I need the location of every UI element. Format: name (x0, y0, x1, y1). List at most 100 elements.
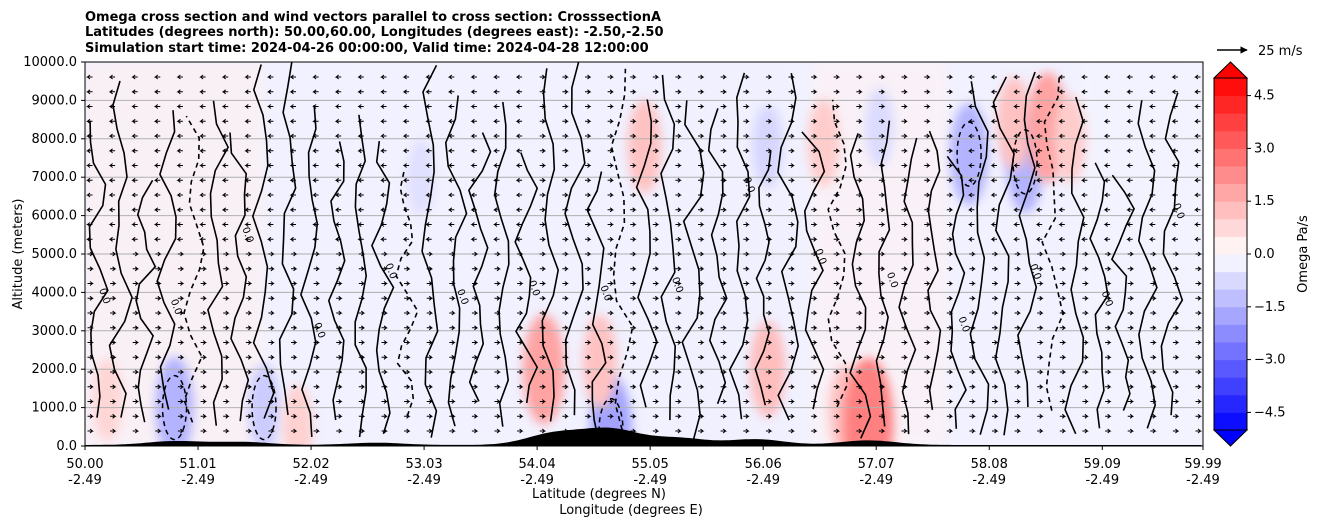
wind-vector (585, 163, 592, 168)
wind-vector (878, 207, 886, 213)
wind-vector (291, 413, 298, 419)
wind-vector (1014, 428, 1022, 434)
wind-vector (1013, 222, 1020, 227)
wind-vector (131, 207, 138, 213)
y-tick-label-10: 10000.0 (23, 55, 77, 70)
wind-vector (585, 354, 592, 360)
wind-vector (788, 89, 795, 95)
wind-vector (675, 222, 682, 227)
x-tick-lat-label-2: 52.02 (292, 457, 329, 472)
wind-vector (358, 354, 366, 360)
wind-vector (1105, 310, 1112, 316)
wind-vector (698, 399, 705, 404)
wind-vector (289, 236, 296, 242)
colorbar-band-11 (1214, 218, 1247, 237)
wind-vector (426, 384, 434, 390)
x-tick-lat-label-9: 59.09 (1084, 457, 1121, 472)
wind-vector (425, 89, 432, 95)
wind-vector (856, 207, 863, 213)
wind-vector (856, 354, 863, 360)
wind-vector (539, 118, 547, 124)
wind-vector (924, 413, 931, 419)
title-line-2: Latitudes (degrees north): 50.00,60.00, … (85, 25, 664, 40)
wind-vector (380, 163, 387, 168)
contour-label-45: 0.0 (1170, 202, 1186, 221)
y-tick-label-3: 3000.0 (32, 324, 78, 339)
wind-vector (833, 281, 841, 286)
wind-vector (268, 281, 275, 286)
wind-vector (743, 163, 750, 168)
wind-vector (765, 133, 773, 139)
wind-vector (878, 354, 886, 360)
wind-vector (244, 236, 251, 242)
wind-vector (652, 369, 660, 375)
wind-vector (1080, 207, 1088, 213)
wind-vector (585, 251, 592, 257)
wind-vector (176, 177, 183, 183)
wind-vector (447, 104, 455, 109)
wind-vector (449, 340, 456, 345)
wind-vector (901, 428, 908, 434)
wind-vector (1126, 104, 1133, 109)
wind-vector (155, 369, 162, 375)
wind-vector (675, 148, 682, 154)
wind-vector (131, 236, 138, 242)
wind-vector (765, 281, 773, 286)
wind-vector (471, 295, 479, 301)
wind-vector (946, 413, 954, 419)
wind-vector (833, 369, 841, 375)
wind-vector (967, 133, 975, 139)
wind-vector (1082, 281, 1089, 286)
wind-vector (675, 340, 682, 345)
wind-vector (155, 384, 162, 390)
wind-vector (221, 89, 229, 95)
wind-vector (471, 399, 479, 404)
wind-vector (698, 281, 705, 286)
wind-vector (1127, 310, 1135, 316)
wind-vector (901, 384, 908, 390)
colorbar-band-14 (1214, 166, 1247, 185)
wind-vector (562, 74, 569, 80)
wind-vector (585, 413, 592, 419)
wind-vector (200, 384, 208, 390)
wind-vector (1080, 148, 1088, 154)
wind-vector (698, 192, 705, 198)
wind-vector (1014, 340, 1022, 345)
wind-vector (289, 148, 296, 154)
contour-line-0 (88, 120, 109, 418)
wind-vector (199, 192, 206, 198)
wind-vector (878, 177, 886, 183)
wind-vector (539, 251, 547, 257)
wind-vector (946, 236, 954, 242)
wind-vector (1058, 222, 1065, 227)
wind-vector (1127, 428, 1135, 434)
wind-vector (221, 133, 229, 139)
wind-vector (289, 133, 296, 139)
wind-vector (291, 399, 298, 404)
wind-vector (811, 133, 818, 139)
wind-vector (1195, 384, 1202, 390)
wind-vector (425, 118, 432, 124)
wind-vector (336, 325, 343, 331)
wind-vector (675, 163, 682, 168)
wind-vector (765, 192, 773, 198)
contour-label-39: 0.0 (1027, 263, 1043, 282)
wind-vector (652, 310, 660, 316)
contour-label-9: 0.0 (311, 321, 327, 340)
wind-vector (245, 428, 253, 434)
wind-vector (811, 163, 818, 168)
wind-vector (924, 399, 931, 404)
colorbar-tick-label-4: −1.5 (1254, 300, 1286, 315)
wind-vector (1037, 325, 1044, 331)
wind-vector (266, 177, 274, 183)
wind-vector (221, 118, 229, 124)
wind-vector (765, 310, 773, 316)
wind-vector (901, 104, 908, 109)
wind-vector (630, 222, 637, 227)
contour-label-12: 0.0 (383, 262, 399, 281)
wind-vector (969, 354, 976, 360)
wind-vector (607, 266, 615, 272)
contour-label-24: 0.0 (669, 276, 685, 295)
contour-label-18: 0.0 (526, 279, 542, 298)
contour-line-14 (421, 64, 439, 438)
